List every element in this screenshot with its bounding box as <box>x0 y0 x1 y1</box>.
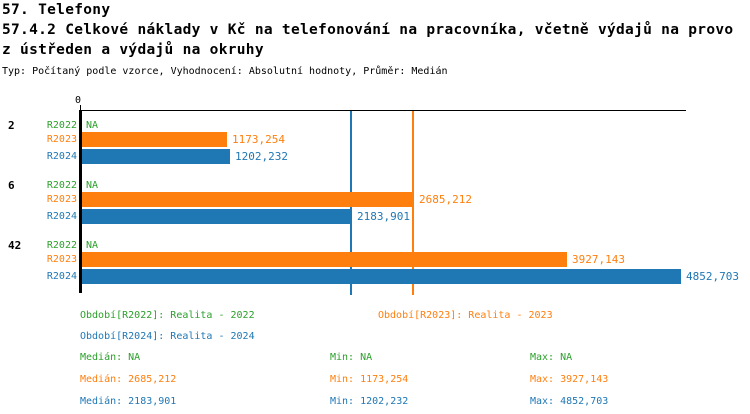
series-label-r2022-group-2: R2022 <box>46 120 77 131</box>
stat-min-r2023: Min: 1173,254 <box>330 374 409 385</box>
stat-median-r2022: Medián: NA <box>80 352 141 363</box>
series-label-r2023-group-6: R2023 <box>46 194 77 205</box>
category-label-6: 6 <box>8 179 15 192</box>
legend-item-r2024: Období[R2024]: Realita - 2024 <box>80 331 255 342</box>
stat-max-r2023: Max: 3927,143 <box>530 374 609 385</box>
bar-value-label-r2024-group-2: 1202,232 <box>235 150 288 163</box>
series-label-r2022-group-6: R2022 <box>46 180 77 191</box>
series-label-r2023-group-2: R2023 <box>46 134 77 145</box>
chart: 0 2 R2022 NA R2023 1173,254 R2024 1202,232 6 R20… <box>0 95 750 305</box>
series-label-r2023-group-42: R2023 <box>46 254 77 265</box>
x-axis-tick <box>80 105 81 110</box>
stat-median-r2024: Medián: 2183,901 <box>80 396 177 407</box>
legend-item-r2022: Období[R2022]: Realita - 2022 <box>80 310 255 321</box>
bar-value-label-r2023-group-42: 3927,143 <box>572 253 625 266</box>
chart-subtitle: Typ: Počítaný podle vzorce, Vyhodnocení:… <box>2 66 448 77</box>
na-value-label-r2022-group-6: NA <box>86 180 99 191</box>
x-axis-zero-label: 0 <box>75 95 82 106</box>
category-label-2: 2 <box>8 119 15 132</box>
na-value-label-r2022-group-42: NA <box>86 240 99 251</box>
bar-r2024-group-2 <box>82 149 230 164</box>
chart-title-line-2: z ústředen a výdajů na okruhy <box>2 42 264 58</box>
page-title: 57. Telefony <box>2 2 111 18</box>
x-axis-line <box>80 110 686 111</box>
stat-min-r2022: Min: NA <box>330 352 373 363</box>
legend-item-r2023: Období[R2023]: Realita - 2023 <box>378 310 553 321</box>
bar-value-label-r2023-group-2: 1173,254 <box>232 133 285 146</box>
series-label-r2024-group-2: R2024 <box>46 151 77 162</box>
stat-min-r2024: Min: 1202,232 <box>330 396 409 407</box>
stat-max-r2024: Max: 4852,703 <box>530 396 609 407</box>
bar-r2024-group-6 <box>82 209 352 224</box>
bar-r2023-group-6 <box>82 192 414 207</box>
bar-value-label-r2024-group-42: 4852,703 <box>686 270 739 283</box>
bar-r2023-group-42 <box>82 252 567 267</box>
stat-median-r2023: Medián: 2685,212 <box>80 374 177 385</box>
series-label-r2024-group-42: R2024 <box>46 271 77 282</box>
bar-r2023-group-2 <box>82 132 227 147</box>
bar-value-label-r2024-group-6: 2183,901 <box>357 210 410 223</box>
chart-title-line-1: 57.4.2 Celkové náklady v Kč na telefonov… <box>2 22 734 38</box>
na-value-label-r2022-group-2: NA <box>86 120 99 131</box>
stat-max-r2022: Max: NA <box>530 352 573 363</box>
category-label-42: 42 <box>8 239 22 252</box>
bar-r2024-group-42 <box>82 269 681 284</box>
series-label-r2024-group-6: R2024 <box>46 211 77 222</box>
y-axis-zero-line <box>79 110 82 293</box>
bar-value-label-r2023-group-6: 2685,212 <box>419 193 472 206</box>
series-label-r2022-group-42: R2022 <box>46 240 77 251</box>
